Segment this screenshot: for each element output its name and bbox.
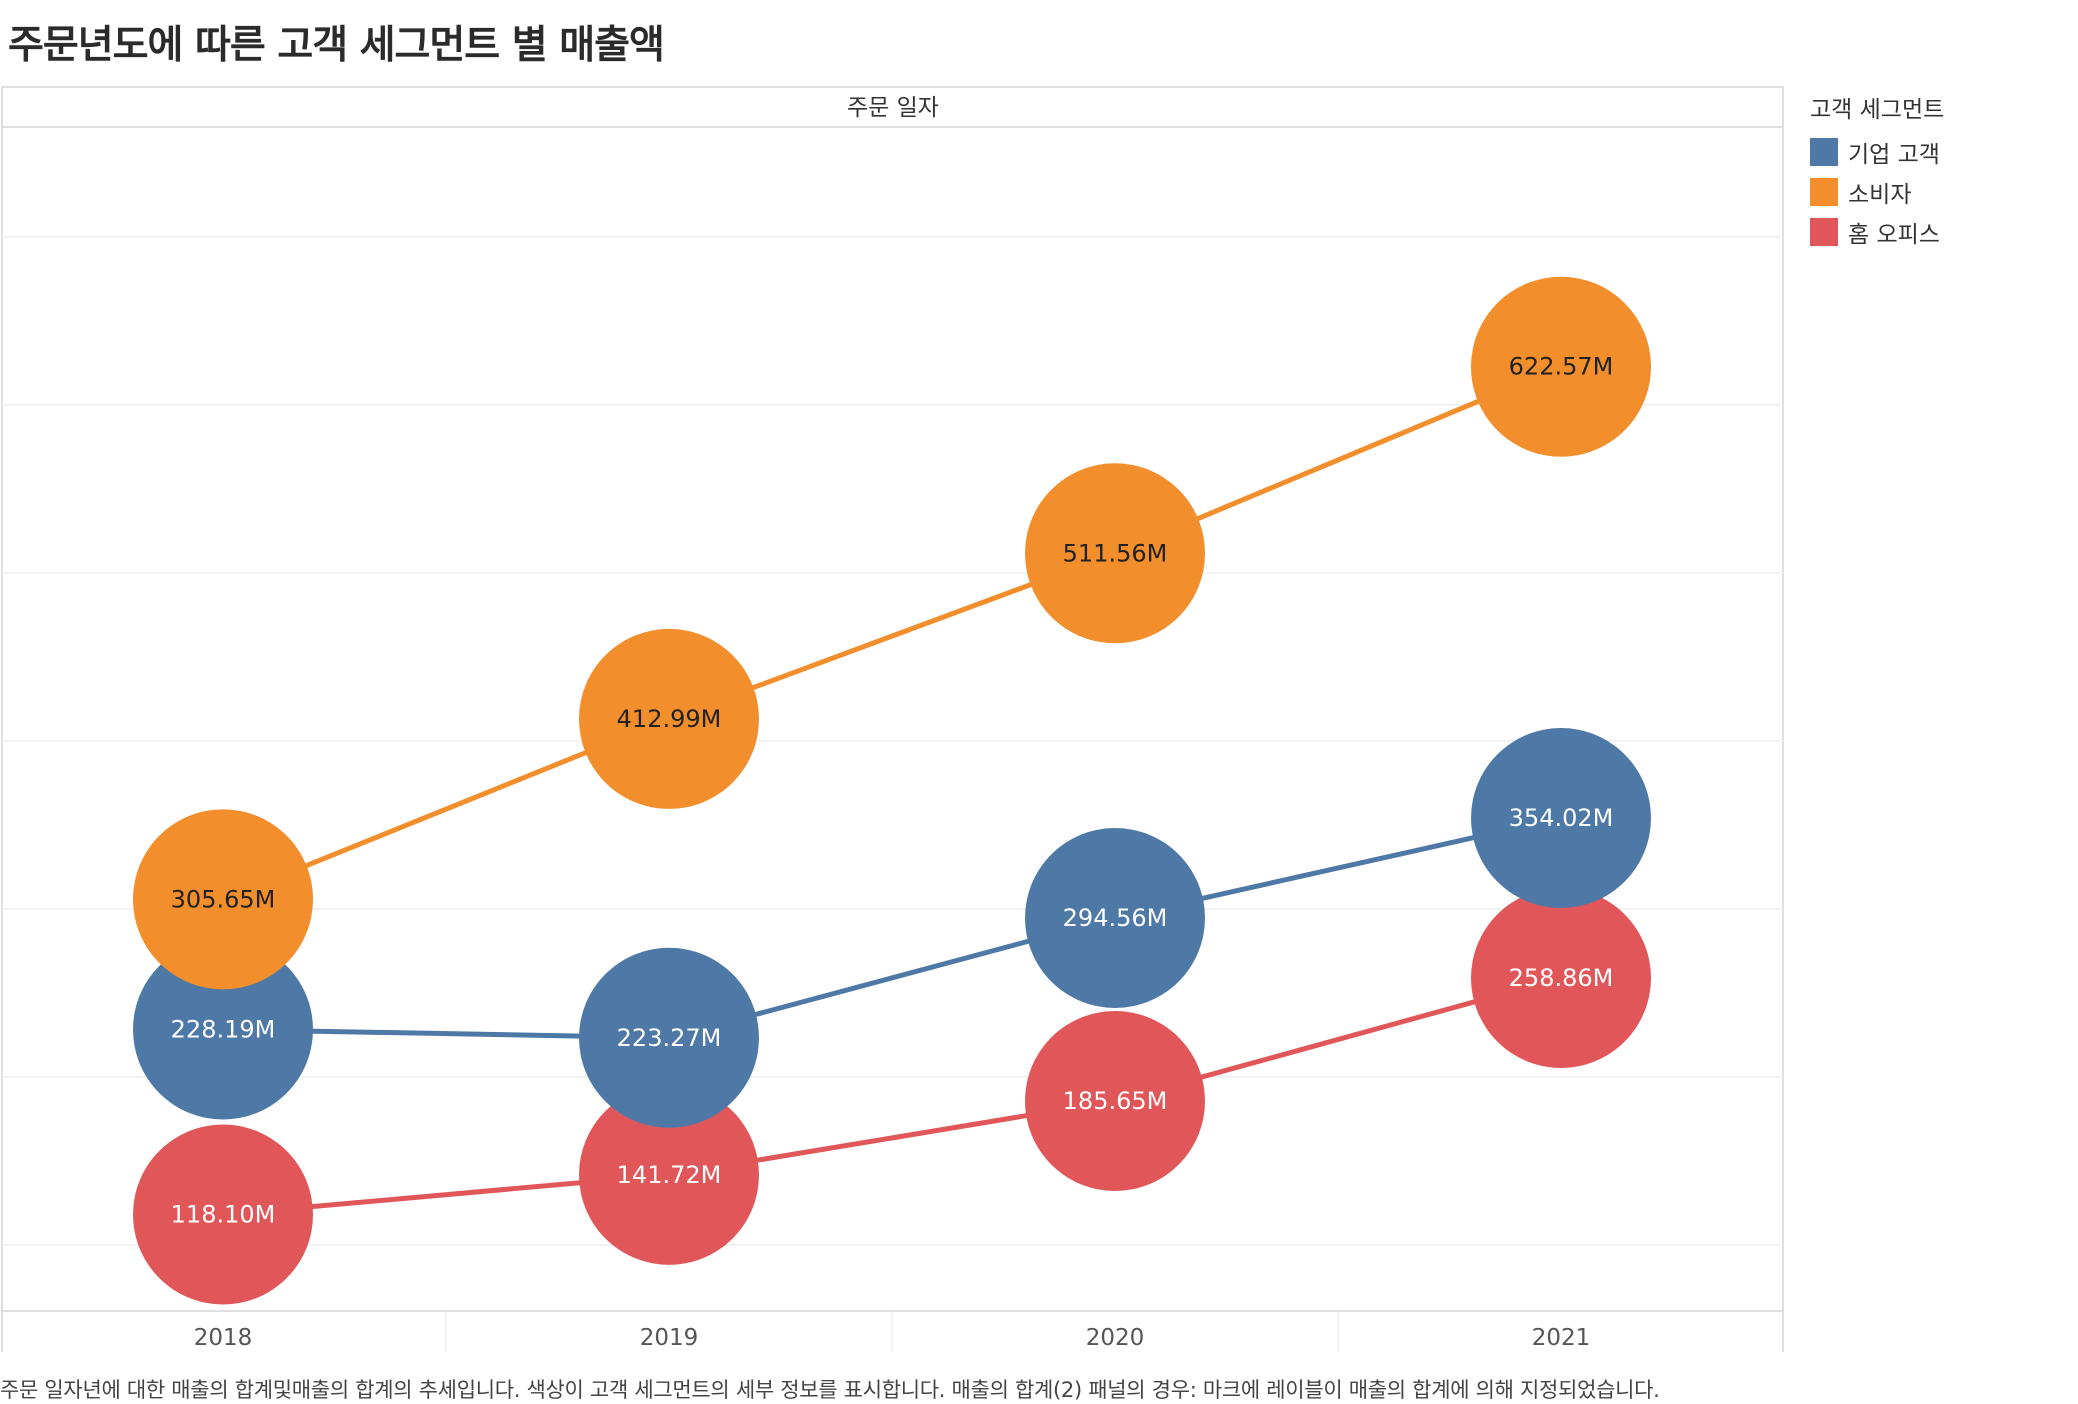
chart-frame xyxy=(1,86,1784,1352)
column-header: 주문 일자 xyxy=(847,95,939,121)
data-label: 141.72M xyxy=(617,1161,722,1189)
data-label: 228.19M xyxy=(171,1016,276,1044)
data-point[interactable] xyxy=(133,1124,313,1305)
x-tick-label: 2021 xyxy=(1532,1325,1591,1351)
data-point[interactable] xyxy=(1025,463,1205,644)
series-line xyxy=(222,364,1562,902)
data-point[interactable] xyxy=(579,628,759,809)
legend-item-corporate[interactable]: 기업 고객 xyxy=(1810,132,1944,172)
x-axis-ticks: 2018 2019 2020 2021 xyxy=(194,1325,1591,1351)
data-point[interactable] xyxy=(579,1084,759,1265)
series-line xyxy=(222,975,1562,1218)
data-point[interactable] xyxy=(133,939,313,1120)
data-label: 412.99M xyxy=(617,705,722,733)
legend-title: 고객 세그먼트 xyxy=(1810,97,1945,123)
legend-swatch xyxy=(1810,178,1838,206)
legend-label: 홈 오피스 xyxy=(1848,222,1940,248)
series-line xyxy=(222,815,1562,1041)
legend-swatch xyxy=(1810,218,1838,246)
legend-label: 기업 고객 xyxy=(1848,142,1940,168)
legend-label: 소비자 xyxy=(1848,182,1912,208)
data-point[interactable] xyxy=(1471,887,1651,1068)
data-point[interactable] xyxy=(1471,728,1651,909)
legend: 고객 세그먼트 기업 고객 소비자 홈 오피스 xyxy=(1810,90,1944,252)
data-label: 258.86M xyxy=(1509,964,1614,992)
chart-caption: 주문 일자년에 대한 매출의 합계및매출의 합계의 추세입니다. 색상이 고객 … xyxy=(0,1378,1660,1402)
x-tick-label: 2018 xyxy=(194,1325,253,1351)
data-label: 118.10M xyxy=(171,1201,276,1229)
data-label: 185.65M xyxy=(1063,1087,1168,1115)
data-label: 354.02M xyxy=(1509,804,1614,832)
data-point[interactable] xyxy=(1471,276,1651,457)
legend-swatch xyxy=(1810,138,1838,166)
x-tick-label: 2020 xyxy=(1086,1325,1145,1351)
data-point[interactable] xyxy=(1025,1010,1205,1191)
plot-border xyxy=(1,86,1784,1312)
legend-item-consumer[interactable]: 소비자 xyxy=(1810,172,1944,212)
legend-item-home-office[interactable]: 홈 오피스 xyxy=(1810,212,1944,252)
series-lines xyxy=(222,364,1562,1218)
data-label: 294.56M xyxy=(1063,904,1168,932)
data-point[interactable] xyxy=(579,947,759,1128)
data-point[interactable] xyxy=(1025,827,1205,1008)
data-label: 511.56M xyxy=(1063,539,1168,567)
data-point[interactable] xyxy=(133,809,313,990)
data-label: 305.65M xyxy=(171,885,276,913)
x-tick-label: 2019 xyxy=(640,1325,699,1351)
data-label: 223.27M xyxy=(617,1024,722,1052)
data-label: 622.57M xyxy=(1509,353,1614,381)
chart-title: 주문년도에 따른 고객 세그먼트 별 매출액 xyxy=(8,23,665,68)
series-marks[interactable]: 118.10M 141.72M 185.65M 258.86M 228.19M 223.2… xyxy=(133,276,1651,1305)
